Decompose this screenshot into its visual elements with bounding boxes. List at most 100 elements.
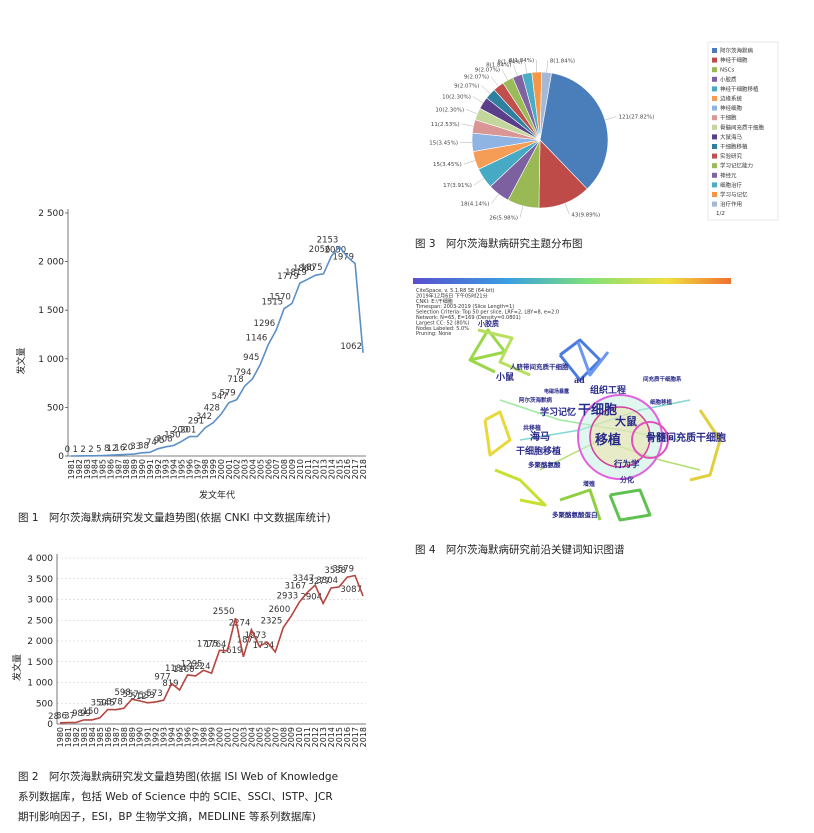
node-label: 骨髓间充质干细胞 — [646, 431, 726, 444]
leader-line — [461, 123, 474, 127]
data-label: 945 — [243, 353, 259, 363]
node-ring — [589, 406, 651, 468]
network-figure — [413, 278, 731, 530]
data-label: 12 — [107, 444, 118, 454]
data-label: 794 — [235, 368, 251, 378]
legend-swatch — [712, 67, 717, 73]
legend-entry: 边缘系统 — [720, 95, 743, 103]
node-label: 组织工程 — [590, 384, 626, 396]
link — [494, 468, 547, 507]
timeline-bar — [413, 278, 731, 284]
y-tick-label: 500 — [36, 699, 53, 709]
leader-line — [519, 205, 524, 218]
data-label: 1734 — [253, 641, 275, 651]
link — [608, 488, 652, 522]
y-tick-label: 2 500 — [38, 209, 64, 219]
data-label: 2904 — [300, 592, 322, 602]
slice-label: 8(1.84%) — [497, 59, 522, 65]
legend-swatch — [712, 163, 717, 169]
x-tick-label: 2014 — [327, 459, 336, 479]
data-label: 150 — [164, 430, 180, 440]
data-label: 1146 — [246, 334, 268, 344]
x-tick-label: 2015 — [335, 459, 344, 479]
x-tick-label: 1981 — [64, 727, 73, 747]
x-tick-label: 1999 — [209, 459, 218, 479]
data-label: 557 — [123, 690, 139, 700]
slice-label: 11(2.53%) — [431, 122, 460, 128]
data-label: 3277 — [308, 577, 330, 587]
legend-swatch — [712, 57, 717, 63]
legend-swatch — [712, 192, 717, 197]
x-tick-label: 2006 — [264, 459, 273, 479]
node-label: 阿尔茨海默病 — [519, 396, 553, 404]
data-label: 718 — [227, 375, 243, 385]
legend-pager[interactable]: 1/2 — [716, 211, 725, 217]
slice-label: 9(2.07%) — [475, 68, 500, 74]
data-label: 150 — [83, 707, 99, 717]
x-tick-label: 2018 — [359, 727, 368, 747]
network-header: CiteSpace, v. 5.1.R8 SE (64-bit) — [416, 288, 494, 294]
x-tick-label: 1980 — [56, 727, 65, 747]
node-label: 学习记忆 — [540, 406, 576, 418]
network-header: Selection Criteria: Top 50 per slice, LR… — [416, 310, 559, 316]
leader-line — [490, 76, 499, 87]
data-label: 291 — [188, 417, 204, 427]
x-tick-label: 1995 — [176, 727, 185, 747]
data-label: 2600 — [269, 605, 291, 615]
node-label: ad — [574, 375, 585, 385]
data-label: 1295 — [181, 659, 203, 669]
x-tick-label: 1992 — [154, 459, 163, 479]
data-label: 74 — [146, 438, 157, 448]
x-tick-label: 1989 — [128, 727, 137, 747]
x-tick-label: 2004 — [249, 459, 258, 479]
x-tick-label: 1988 — [120, 727, 129, 747]
data-label: 345 — [99, 699, 115, 709]
data-label: 1062 — [340, 342, 362, 352]
slice-label: 8(1.84%) — [550, 58, 575, 64]
slice-label: 18(4.14%) — [461, 202, 490, 208]
link — [559, 488, 602, 521]
legend-swatch — [712, 172, 717, 178]
leader-line — [604, 116, 617, 121]
x-tick-label: 1993 — [162, 459, 171, 479]
node-label: 电磁场暴露 — [544, 388, 570, 395]
x-tick-label: 1983 — [80, 727, 89, 747]
x-tick-label: 1993 — [160, 727, 169, 747]
data-label: 1875 — [301, 263, 323, 273]
legend-swatch — [712, 124, 717, 130]
legend-entry: 细胞治疗 — [720, 181, 743, 189]
node-label: 大鼠 — [615, 414, 637, 428]
data-label: 3538 — [324, 566, 346, 576]
data-label: 2274 — [229, 619, 251, 629]
data-label: 2 — [88, 445, 93, 455]
link — [689, 409, 722, 482]
data-label: 598 — [115, 688, 131, 698]
node-label: 小胶质 — [477, 319, 499, 328]
x-tick-label: 2011 — [304, 459, 313, 479]
data-label: 3167 — [285, 582, 307, 592]
data-line — [59, 574, 364, 724]
y-tick-label: 500 — [47, 403, 64, 413]
y-tick-label: 2 000 — [27, 637, 53, 647]
x-tick-label: 1990 — [136, 727, 145, 747]
data-label: 579 — [219, 389, 235, 399]
x-tick-label: 2002 — [233, 459, 242, 479]
x-axis-label: 发文年代 — [199, 489, 235, 501]
x-tick-label: 2018 — [359, 459, 368, 479]
network-header: Pruning: None — [416, 331, 451, 337]
node-label: 海马 — [530, 430, 550, 443]
legend-entry: 骨髓间充质干细胞 — [720, 123, 765, 131]
data-label: 533 — [138, 691, 154, 701]
legend-swatch — [712, 182, 717, 188]
x-tick-label: 1994 — [170, 459, 179, 479]
slice-label: 15(3.45%) — [433, 162, 462, 168]
x-tick-label: 1998 — [201, 459, 210, 479]
x-tick-label: 2007 — [272, 459, 281, 479]
data-label: 0 — [65, 445, 70, 455]
y-tick-label: 4 000 — [27, 554, 53, 564]
leader-line — [481, 85, 491, 94]
legend-entry: 大鼠海马 — [720, 133, 743, 141]
x-tick-label: 2008 — [280, 459, 289, 479]
leader-line — [463, 160, 476, 165]
